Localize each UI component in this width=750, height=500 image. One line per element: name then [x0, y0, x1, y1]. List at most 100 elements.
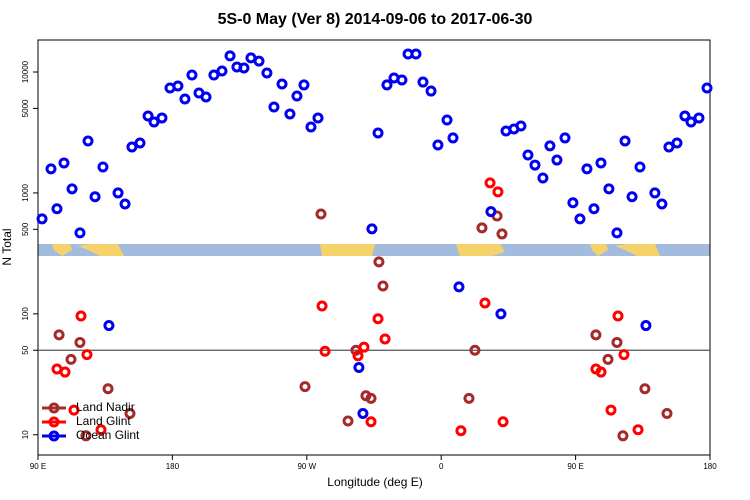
y-tick-label: 1000 [21, 183, 30, 201]
data-point [567, 197, 579, 209]
data-point [358, 341, 370, 353]
data-point [379, 333, 391, 345]
data-point [373, 256, 385, 268]
data-point [284, 108, 296, 120]
data-point [447, 132, 459, 144]
data-point [611, 336, 623, 348]
data-point [74, 227, 86, 239]
data-point [261, 67, 273, 79]
data-point [102, 383, 114, 395]
data-point [352, 350, 364, 362]
data-point [685, 116, 697, 128]
data-point [595, 366, 607, 378]
data-point [58, 157, 70, 169]
map-land [320, 244, 375, 256]
data-point [148, 116, 160, 128]
data-point [544, 140, 556, 152]
data-point [663, 141, 675, 153]
data-point [75, 310, 87, 322]
y-tick-label: 10 [21, 430, 30, 439]
x-tick-label: 90 E [30, 462, 46, 471]
data-point [276, 78, 288, 90]
data-point [649, 187, 661, 199]
data-point [299, 381, 311, 393]
data-point [81, 349, 93, 361]
data-point [612, 310, 624, 322]
data-point [574, 213, 586, 225]
map-ocean [38, 244, 710, 256]
data-point [432, 139, 444, 151]
data-point [605, 404, 617, 416]
data-point [172, 80, 184, 92]
data-point [65, 353, 77, 365]
data-point [656, 198, 668, 210]
data-point [357, 407, 369, 419]
data-point [45, 163, 57, 175]
legend-marker [48, 402, 60, 414]
data-point [581, 163, 593, 175]
data-point [632, 424, 644, 436]
data-point [82, 135, 94, 147]
data-point [492, 186, 504, 198]
data-point [495, 308, 507, 320]
legend-label: Ocean Glint [76, 428, 140, 442]
data-point [529, 159, 541, 171]
data-point [441, 114, 453, 126]
data-point [305, 121, 317, 133]
data-point [476, 222, 488, 234]
data-point [51, 203, 63, 215]
data-point [679, 110, 691, 122]
data-point [619, 135, 631, 147]
data-point [95, 424, 107, 436]
plot-frame [37, 39, 711, 456]
data-point [640, 320, 652, 332]
data-point [316, 300, 328, 312]
data-point [595, 157, 607, 169]
data-point [66, 183, 78, 195]
data-point [701, 82, 713, 94]
data-point [238, 62, 250, 74]
data-point [588, 203, 600, 215]
data-point [208, 69, 220, 81]
map-land [590, 244, 660, 256]
data-point [142, 110, 154, 122]
data-point [396, 74, 408, 86]
legend-marker [48, 430, 60, 442]
legend-label: Land Nadir [76, 400, 135, 414]
x-axis-label: Longitude (deg E) [327, 475, 422, 489]
data-point [312, 112, 324, 124]
data-point [224, 50, 236, 62]
data-point [372, 127, 384, 139]
y-tick-label: 50 [21, 345, 30, 354]
data-point [559, 132, 571, 144]
data-point [365, 392, 377, 404]
data-point [315, 208, 327, 220]
x-tick-label: 180 [166, 462, 180, 471]
data-point [200, 91, 212, 103]
data-point [381, 79, 393, 91]
data-point [342, 415, 354, 427]
data-point [119, 198, 131, 210]
data-point [515, 120, 527, 132]
data-point [216, 65, 228, 77]
data-point [485, 206, 497, 218]
data-point [156, 112, 168, 124]
data-point [179, 93, 191, 105]
y-tick-label: 5000 [21, 99, 30, 117]
data-point [455, 425, 467, 437]
data-point [590, 329, 602, 341]
data-point [268, 101, 280, 113]
data-point [661, 407, 673, 419]
map-land [456, 244, 505, 256]
data-point [410, 48, 422, 60]
data-point [36, 213, 48, 225]
data-point [551, 154, 563, 166]
data-point [319, 345, 331, 357]
legend-marker [48, 416, 60, 428]
x-tick-label: 180 [703, 462, 717, 471]
data-point [89, 191, 101, 203]
y-axis-label: N Total [0, 228, 14, 265]
data-point [186, 69, 198, 81]
data-point [365, 416, 377, 428]
data-point [53, 329, 65, 341]
